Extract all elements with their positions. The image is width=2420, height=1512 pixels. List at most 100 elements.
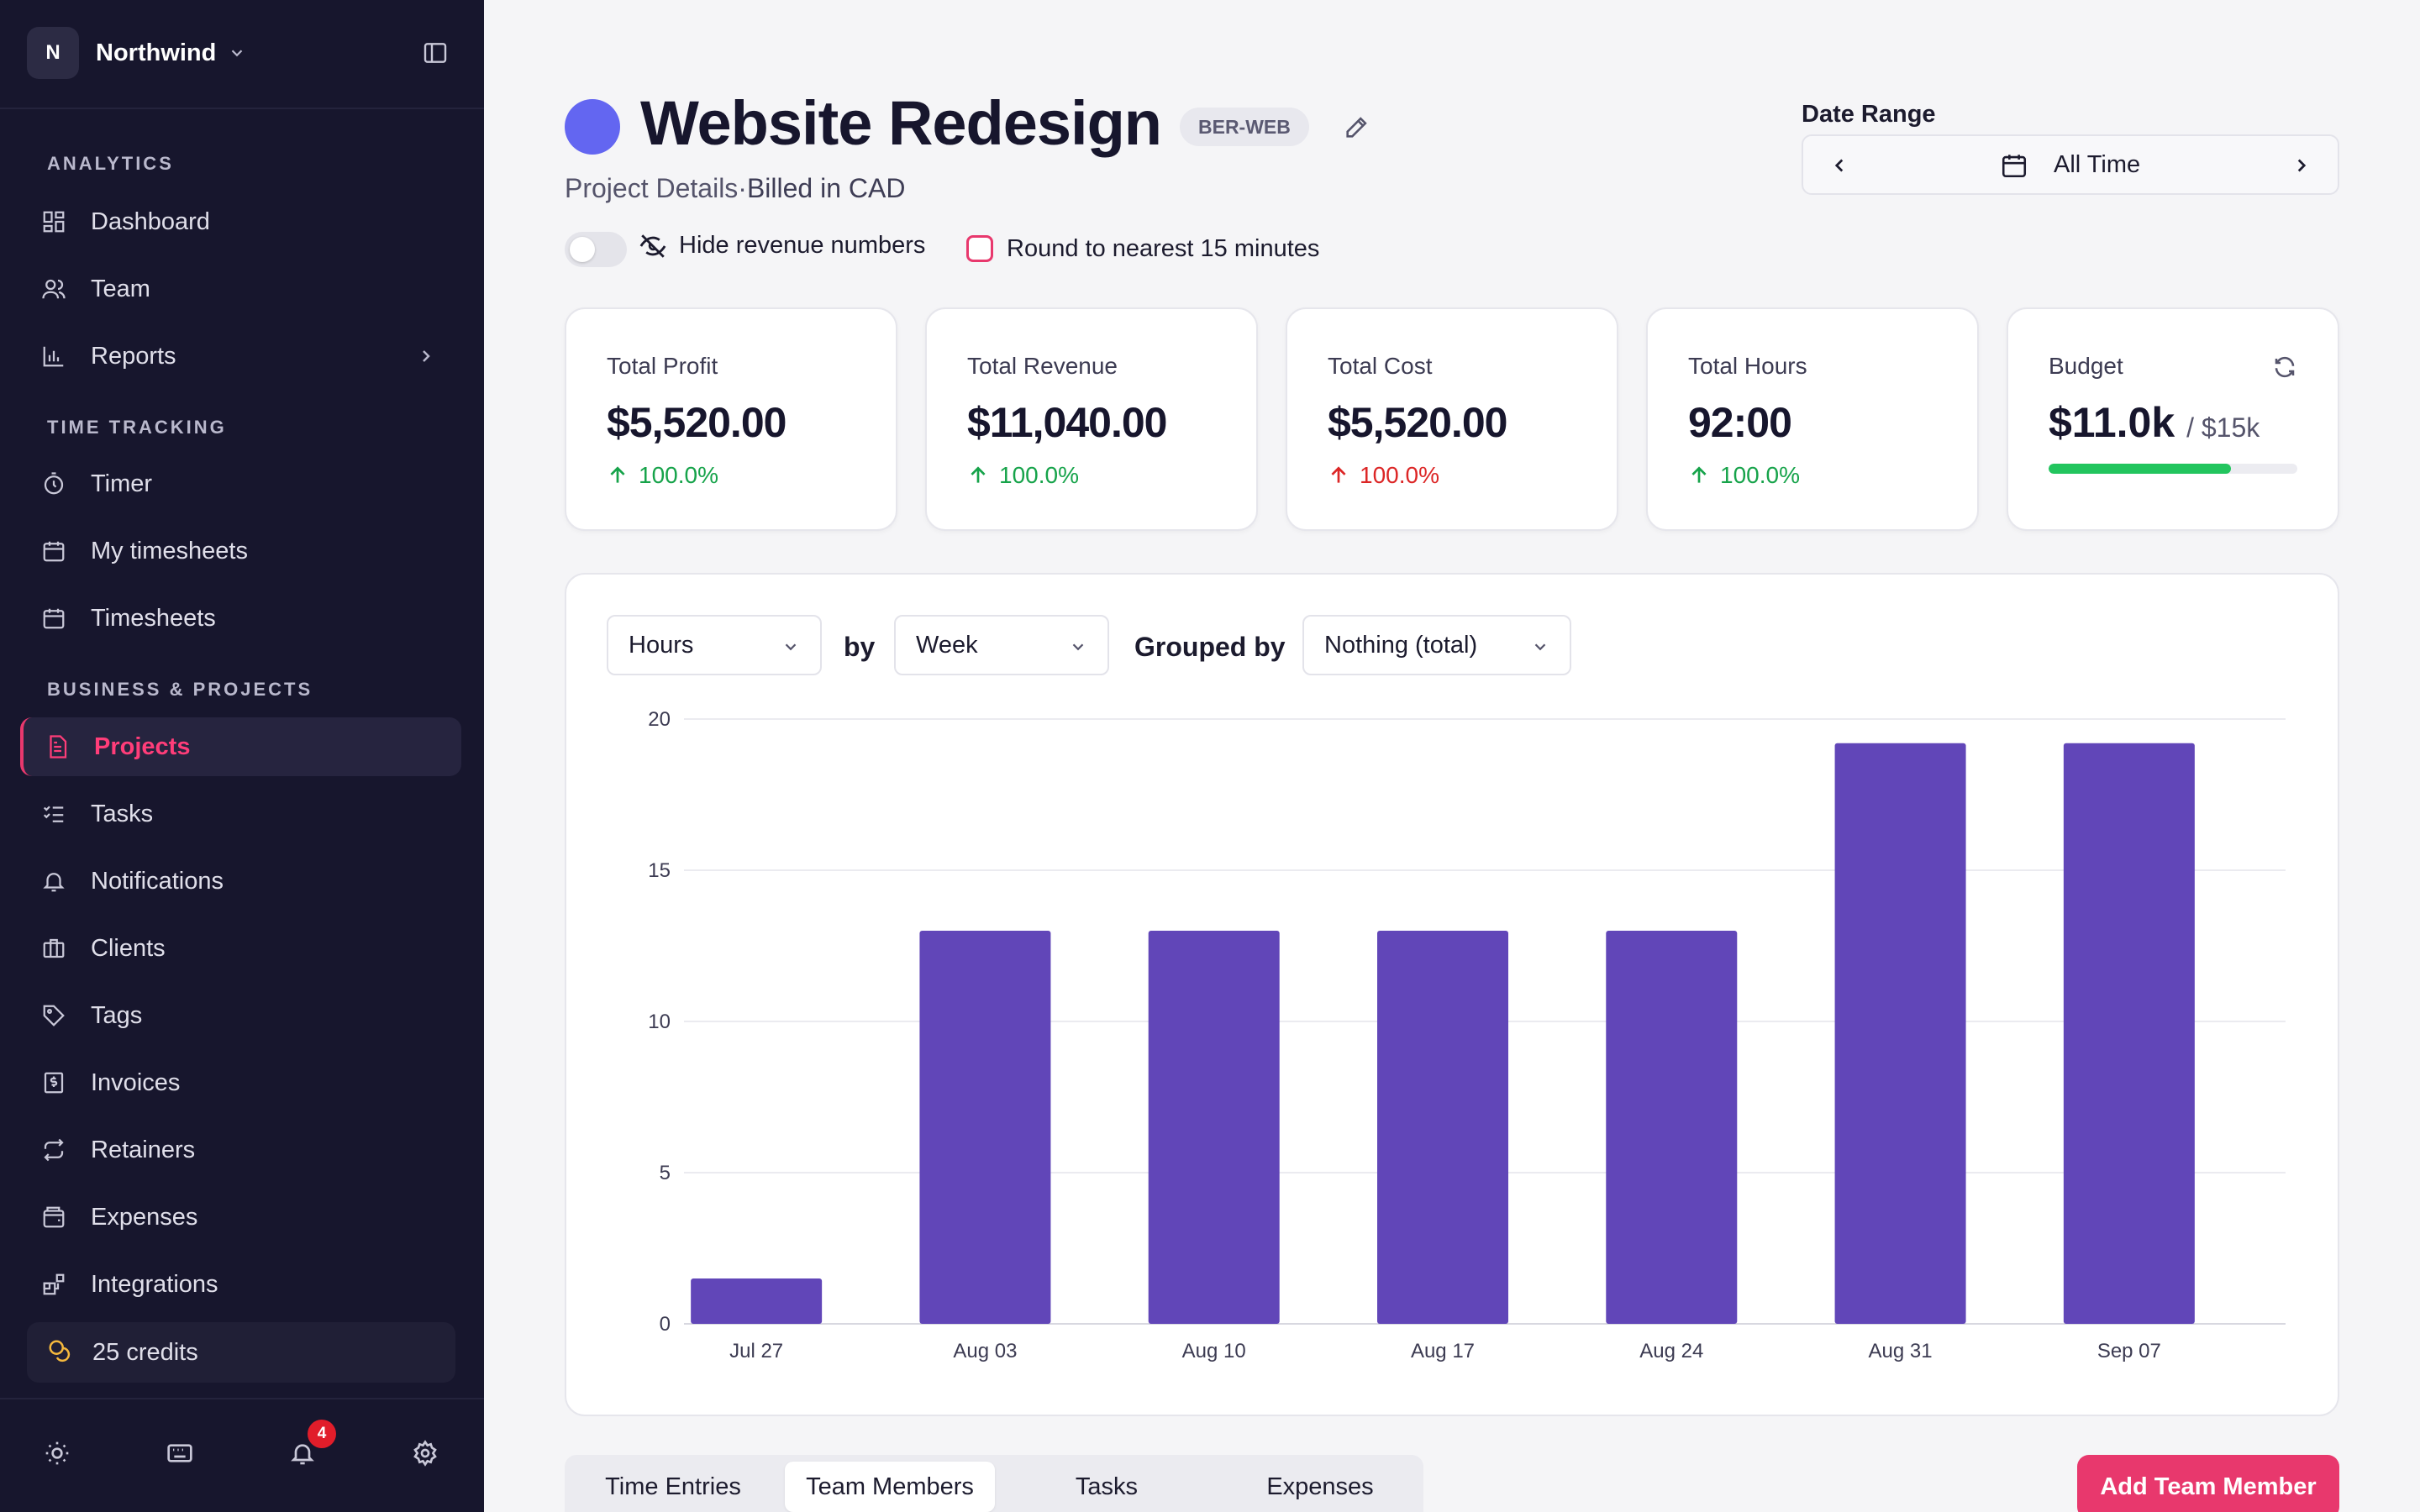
refresh-icon[interactable] bbox=[2272, 354, 2297, 380]
sidebar-item-expenses[interactable]: Expenses bbox=[20, 1188, 461, 1247]
grouped-by-label: Grouped by bbox=[1134, 632, 1286, 662]
chevron-down-icon bbox=[1072, 643, 1084, 651]
sidebar-item-label: Tasks bbox=[91, 800, 154, 827]
arrow-up-icon bbox=[971, 466, 986, 483]
sidebar-item-projects[interactable]: Projects bbox=[20, 717, 461, 776]
timer-icon bbox=[40, 470, 67, 497]
tab-team-members[interactable]: Team Members bbox=[785, 1462, 995, 1512]
chevron-down-icon bbox=[785, 643, 797, 651]
sidebar: N Northwind ANALYTICS Dashboard Team Rep… bbox=[0, 0, 484, 1512]
credits-button[interactable]: 25 credits bbox=[27, 1322, 455, 1383]
subtitle-separator: · bbox=[738, 173, 747, 203]
gear-icon[interactable] bbox=[412, 1440, 439, 1467]
briefcase-icon bbox=[40, 935, 67, 962]
calendar-icon bbox=[2002, 155, 2027, 178]
sidebar-item-label: Tags bbox=[91, 1001, 143, 1029]
chevron-down-icon bbox=[1534, 643, 1546, 651]
by-label: by bbox=[844, 632, 876, 662]
period-select[interactable]: Week bbox=[894, 615, 1109, 675]
theme-sun-icon[interactable] bbox=[44, 1440, 71, 1467]
sidebar-item-tags[interactable]: Tags bbox=[20, 986, 461, 1045]
chevron-left-icon[interactable] bbox=[1828, 155, 1850, 176]
arrow-up-icon bbox=[610, 466, 625, 483]
integrations-icon bbox=[40, 1271, 67, 1298]
sidebar-item-timesheets[interactable]: Timesheets bbox=[20, 589, 461, 648]
tab-tasks[interactable]: Tasks bbox=[1075, 1473, 1139, 1500]
grouping-select[interactable]: Nothing (total) bbox=[1302, 615, 1571, 675]
period-select-value: Week bbox=[916, 631, 978, 659]
sidebar-item-retainers[interactable]: Retainers bbox=[20, 1121, 461, 1179]
kpi-value: $11,040.00 bbox=[967, 399, 1167, 446]
kpi-title: Total Profit bbox=[607, 353, 718, 379]
reports-icon bbox=[40, 343, 67, 370]
kpi-card-total-profit: Total Profit $5,520.00 100.0% bbox=[565, 307, 897, 531]
sidebar-item-dashboard[interactable]: Dashboard bbox=[20, 192, 461, 251]
kpi-change-value: 100.0% bbox=[1720, 462, 1800, 488]
notification-badge: 4 bbox=[308, 1420, 336, 1448]
kpi-title: Total Revenue bbox=[967, 353, 1118, 379]
y-tick-label: 15 bbox=[648, 859, 671, 882]
kpi-card-total-revenue: Total Revenue $11,040.00 100.0% bbox=[925, 307, 1258, 531]
sidebar-divider bbox=[0, 108, 484, 109]
sidebar-item-label: Projects bbox=[94, 732, 191, 760]
tab-time-entries[interactable]: Time Entries bbox=[605, 1473, 741, 1500]
chart-bar[interactable] bbox=[919, 931, 1051, 1324]
metric-select[interactable]: Hours bbox=[607, 615, 822, 675]
hide-revenue-toggle[interactable] bbox=[565, 232, 627, 267]
sidebar-item-notifications[interactable]: Notifications bbox=[20, 852, 461, 911]
sidebar-item-tasks[interactable]: Tasks bbox=[20, 785, 461, 843]
sidebar-item-label: Invoices bbox=[91, 1068, 181, 1096]
pencil-icon[interactable] bbox=[1343, 113, 1371, 141]
sidebar-item-timer[interactable]: Timer bbox=[20, 454, 461, 513]
chart-bar[interactable] bbox=[1834, 743, 1966, 1324]
round-minutes-checkbox[interactable] bbox=[966, 235, 993, 262]
sidebar-item-clients[interactable]: Clients bbox=[20, 919, 461, 978]
date-range-picker[interactable]: All Time bbox=[1802, 134, 2339, 195]
sidebar-item-label: Dashboard bbox=[91, 207, 210, 235]
tab-expenses[interactable]: Expenses bbox=[1266, 1473, 1374, 1500]
hours-bar-chart: 0 5 10 15 20 Jul 27 Aug 03 Aug 10 Aug 17 Aug 24 Au… bbox=[648, 708, 2286, 1362]
workspace-switcher[interactable]: N Northwind bbox=[27, 27, 246, 79]
sidebar-divider bbox=[0, 1398, 484, 1399]
kpi-title: Total Cost bbox=[1328, 353, 1433, 379]
keyboard-icon[interactable] bbox=[166, 1440, 193, 1467]
chart-bar[interactable] bbox=[691, 1278, 823, 1324]
sidebar-toggle-icon[interactable] bbox=[422, 39, 449, 66]
sidebar-item-my-timesheets[interactable]: My timesheets bbox=[20, 522, 461, 580]
date-range-label: Date Range bbox=[1802, 101, 1936, 128]
calendar-icon bbox=[40, 605, 67, 632]
kpi-change: 100.0% bbox=[967, 462, 1079, 489]
kpi-change: 100.0% bbox=[607, 462, 718, 489]
project-subtitle: Project Details·Billed in CAD bbox=[565, 173, 905, 204]
y-tick-label: 0 bbox=[660, 1313, 671, 1336]
kpi-card-total-cost: Total Cost $5,520.00 100.0% bbox=[1286, 307, 1618, 531]
chevron-right-icon[interactable] bbox=[2291, 155, 2312, 176]
document-icon bbox=[44, 733, 71, 760]
bell-icon[interactable] bbox=[289, 1440, 316, 1467]
budget-value: $11.0k / $15k bbox=[2049, 398, 2260, 447]
sidebar-item-reports[interactable]: Reports bbox=[20, 327, 461, 386]
tag-icon bbox=[40, 1002, 67, 1029]
sidebar-item-label: My timesheets bbox=[91, 537, 248, 564]
chart-bar[interactable] bbox=[1606, 931, 1738, 1324]
kpi-title: Total Hours bbox=[1688, 353, 1807, 379]
chart-bar[interactable] bbox=[1148, 931, 1280, 1324]
kpi-value: 92:00 bbox=[1688, 399, 1792, 446]
bell-icon bbox=[40, 868, 67, 895]
project-code-badge: BER-WEB bbox=[1180, 108, 1309, 146]
budget-total: / $15k bbox=[2186, 412, 2260, 443]
chart-bar[interactable] bbox=[1377, 931, 1508, 1324]
tab-bar: Time Entries Team Members Tasks Expenses bbox=[565, 1455, 1423, 1512]
sidebar-item-label: Integrations bbox=[91, 1270, 218, 1298]
kpi-value: $5,520.00 bbox=[1328, 399, 1507, 446]
chart-bar[interactable] bbox=[2063, 743, 2195, 1324]
sidebar-item-label: Clients bbox=[91, 934, 166, 962]
chart-card: Hours by Week Grouped by Nothing (total)… bbox=[565, 573, 2339, 1416]
sidebar-item-label: Expenses bbox=[91, 1203, 198, 1231]
calendar-icon bbox=[40, 538, 67, 564]
date-range-value: All Time bbox=[2054, 151, 2141, 178]
sidebar-item-invoices[interactable]: Invoices bbox=[20, 1053, 461, 1112]
add-team-member-button[interactable]: Add Team Member bbox=[2077, 1455, 2339, 1512]
sidebar-item-team[interactable]: Team bbox=[20, 260, 461, 318]
sidebar-item-integrations[interactable]: Integrations bbox=[20, 1255, 461, 1314]
